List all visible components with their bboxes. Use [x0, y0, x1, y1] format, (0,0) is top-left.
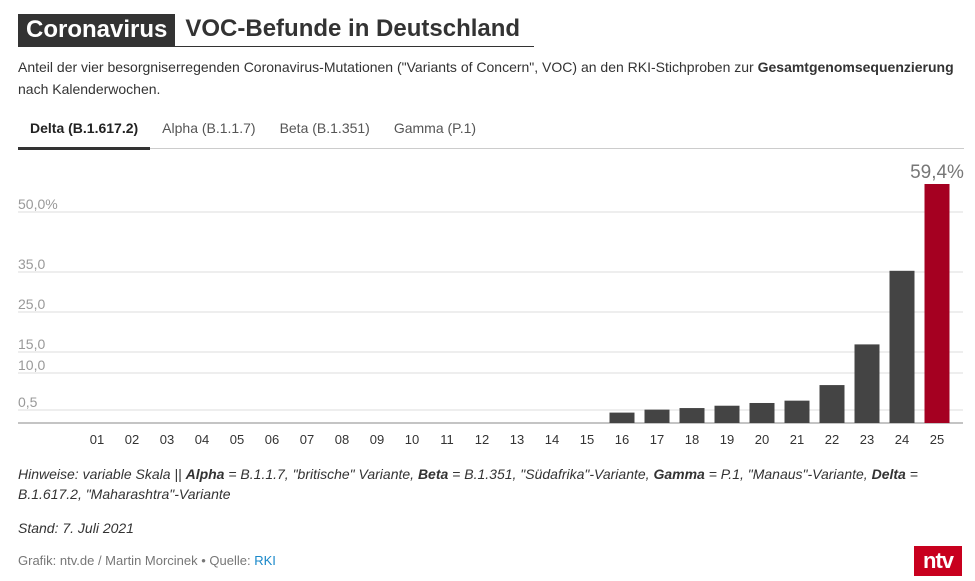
x-tick-label: 01 [90, 432, 104, 447]
bar [889, 270, 915, 423]
y-tick-label: 0,5 [18, 394, 38, 410]
tab-gamma[interactable]: Gamma (P.1) [393, 120, 477, 136]
x-tick-label: 12 [475, 432, 489, 447]
data-label: 59,4% [910, 162, 964, 183]
notes-beta: Beta [417, 466, 449, 482]
bar [609, 412, 635, 423]
notes-text: = B.1.1.7, "britische" Variante, [224, 466, 418, 482]
bar [644, 409, 670, 423]
bar [714, 405, 740, 423]
x-tick-label: 25 [930, 432, 944, 447]
header: Coronavirus VOC-Befunde in Deutschland [18, 14, 535, 47]
x-tick-label: 22 [825, 432, 839, 447]
x-tick-label: 14 [545, 432, 559, 447]
credit-text: Grafik: ntv.de / Martin Morcinek • Quell… [18, 553, 255, 568]
x-tick-label: 24 [895, 432, 909, 447]
notes-text: = B.1.351, "Südafrika"-Variante, [448, 466, 654, 482]
notes-text: = B.1.617.2, "Maharashtra"-Variante [18, 466, 918, 502]
ntv-logo: ntv [914, 546, 962, 576]
x-tick-label: 17 [650, 432, 664, 447]
x-tick-label: 06 [265, 432, 279, 447]
notes-text: Hinweise: variable Skala || [18, 466, 186, 482]
y-tick-label: 15,0 [18, 336, 45, 352]
x-tick-label: 04 [195, 432, 209, 447]
x-tick-label: 18 [685, 432, 699, 447]
x-tick-label: 16 [615, 432, 629, 447]
x-tick-label: 02 [125, 432, 139, 447]
y-tick-label: 10,0 [18, 357, 45, 373]
notes: Hinweise: variable Skala || Alpha = B.1.… [18, 464, 963, 504]
variant-tabs: Delta (B.1.617.2) Alpha (B.1.1.7) Beta (… [18, 112, 964, 150]
kicker-label: Coronavirus [18, 14, 176, 47]
x-tick-label: 23 [860, 432, 874, 447]
notes-gamma: Gamma [653, 466, 705, 482]
x-tick-label: 15 [580, 432, 594, 447]
subtitle: Anteil der vier besorgniserregenden Coro… [18, 56, 958, 100]
source-link[interactable]: RKI [254, 553, 276, 568]
bar [924, 184, 950, 423]
x-tick-label: 10 [405, 432, 419, 447]
x-tick-label: 20 [755, 432, 769, 447]
x-tick-label: 08 [335, 432, 349, 447]
notes-text: = P.1, "Manaus"-Variante, [704, 466, 872, 482]
x-tick-label: 13 [510, 432, 524, 447]
x-tick-label: 05 [230, 432, 244, 447]
x-tick-label: 03 [160, 432, 174, 447]
notes-alpha: Alpha [185, 466, 225, 482]
x-tick-label: 21 [790, 432, 804, 447]
bar [749, 402, 775, 423]
subtitle-text: Anteil der vier besorgniserregenden Coro… [18, 59, 758, 75]
x-tick-label: 09 [370, 432, 384, 447]
title-wrap: VOC-Befunde in Deutschland [175, 15, 535, 47]
y-tick-label: 35,0 [18, 256, 45, 272]
x-tick-label: 11 [440, 432, 454, 447]
x-tick-label: 07 [300, 432, 314, 447]
tab-delta[interactable]: Delta (B.1.617.2) [18, 112, 151, 150]
stand-date: Stand: 7. Juli 2021 [18, 520, 134, 536]
bar [854, 344, 880, 423]
subtitle-end: nach Kalenderwochen. [18, 81, 161, 97]
tab-alpha[interactable]: Alpha (B.1.1.7) [162, 120, 256, 136]
footer-credit: Grafik: ntv.de / Martin Morcinek • Quell… [18, 553, 276, 568]
subtitle-bold: Gesamtgenomsequenzierung [757, 59, 954, 75]
y-tick-label: 25,0 [18, 296, 45, 312]
chart-title: VOC-Befunde in Deutschland [185, 15, 521, 42]
y-tick-label: 50,0% [18, 196, 58, 212]
x-tick-label: 19 [720, 432, 734, 447]
bar-chart: 0,5 10,0 15,0 25,0 35,0 50,0% 01 02 03 04 05 06 07 08… [18, 162, 964, 447]
bar [784, 400, 810, 423]
bar [819, 385, 845, 423]
bar [679, 408, 705, 423]
notes-delta: Delta [871, 466, 906, 482]
tab-beta[interactable]: Beta (B.1.351) [279, 120, 370, 136]
